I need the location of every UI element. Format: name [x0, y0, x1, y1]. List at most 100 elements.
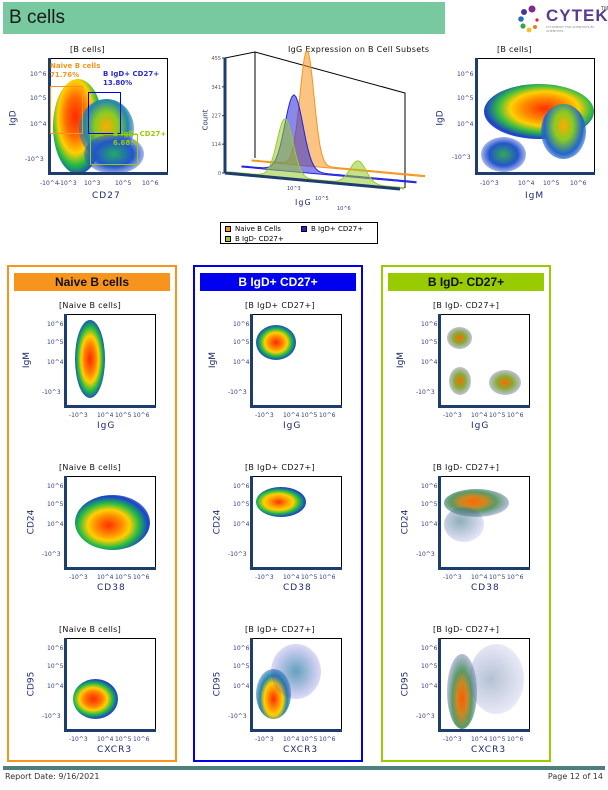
histogram-3d: 0 114 227 341 455 [211, 50, 425, 191]
subset-panel: B IgD- CD27+ [B IgD- CD27+] 10^6 10^5 10^4-… [381, 265, 551, 762]
x-tick: 10^6 [319, 412, 336, 419]
x-tick: 10^6 [570, 180, 587, 187]
y-tick-label: 0 [218, 171, 221, 177]
subset-plot: [B IgD- CD27+] 10^6 10^5 10^4 -10^3 -10^3 10^… [383, 621, 549, 771]
subset-plot: [B IgD- CD27+] 10^6 10^5 10^4 -10^3 -10^3 10^… [383, 459, 549, 609]
y-tick: 10^5 [233, 339, 250, 346]
y-tick-label: 455 [211, 56, 221, 62]
y-axis-label: CD24 [400, 509, 411, 535]
panel-header: B IgD+ CD27+ [200, 273, 356, 291]
y-axis [438, 476, 441, 570]
y-tick: 10^5 [47, 501, 64, 508]
x-tick: 10^5 [315, 196, 329, 202]
x-axis [250, 567, 342, 570]
plot-area [438, 314, 530, 406]
x-tick: -10^3 [443, 736, 462, 743]
x-tick: 10^5 [115, 412, 132, 419]
page-number: Page 12 of 14 [547, 772, 603, 781]
x-tick: 10^3 [84, 180, 101, 187]
y-axis-label: IgD [435, 110, 446, 126]
y-tick: 10^5 [30, 95, 47, 102]
gate-label-igd-neg: B IgD- CD27+ 6.68% [113, 130, 167, 147]
x-tick: 10^5 [543, 180, 560, 187]
x-tick: -10^3 [443, 574, 462, 581]
x-axis-label: CXCR3 [283, 745, 319, 755]
y-tick: 10^4 [233, 521, 250, 528]
x-tick: 10^6 [507, 736, 524, 743]
y-tick: 10^4 [421, 521, 438, 528]
y-tick: 10^6 [30, 71, 47, 78]
y-tick: -10^3 [228, 713, 247, 720]
x-axis [438, 729, 530, 732]
y-axis-label: CD95 [400, 671, 411, 697]
x-axis [64, 567, 156, 570]
y-axis [250, 314, 253, 408]
plot-title: [B cells] [497, 45, 532, 54]
x-axis-label: IgM [525, 191, 545, 201]
density-cluster [256, 325, 296, 360]
panel-header: Naive B cells [14, 273, 170, 291]
density-cluster [447, 327, 472, 349]
plot-title: [B cells] [70, 45, 105, 54]
y-axis-label: Count [201, 109, 210, 131]
density-cluster [469, 644, 524, 714]
y-axis-label: IgM [396, 351, 407, 369]
y-tick: 10^4 [421, 683, 438, 690]
legend-item: B IgD+ CD27+ [301, 225, 363, 233]
y-tick: 10^5 [233, 663, 250, 670]
subset-plot: [B IgD+ CD27+] 10^6 10^5 10^4 -10^3 -10^3 10^… [195, 297, 361, 447]
x-tick: 10^5 [115, 180, 132, 187]
x-tick: 10^5 [301, 736, 318, 743]
plot-title: [B IgD- CD27+] [433, 301, 500, 310]
x-tick: 10^4 [471, 736, 488, 743]
y-tick: 10^5 [47, 339, 64, 346]
y-axis-label: CD24 [26, 509, 37, 535]
plot-area [438, 638, 530, 730]
y-tick: 10^4 [47, 521, 64, 528]
x-tick: -10^3 [255, 574, 274, 581]
x-axis-label: IgG [283, 421, 302, 431]
y-axis-label: CD95 [212, 671, 223, 697]
y-tick-label: 114 [211, 142, 221, 148]
y-axis [475, 58, 478, 175]
legend-item: Naive B Cells [225, 225, 281, 233]
y-tick: 10^6 [233, 483, 250, 490]
y-tick: 10^6 [421, 483, 438, 490]
subset-plot: [B IgD- CD27+] 10^6 10^5 10^4 -10^3 -10^3 10^… [383, 297, 549, 447]
y-tick: 10^4 [30, 121, 47, 128]
y-tick: 10^5 [421, 339, 438, 346]
x-tick: -10^3 [255, 412, 274, 419]
x-tick: 10^5 [489, 412, 506, 419]
plot-title: IgG Expression on B Cell Subsets [288, 45, 430, 54]
plot-cd27-igd: [B cells] Naive B cells 71.76% B IgD+ CD2… [0, 38, 200, 208]
y-tick: -10^3 [228, 551, 247, 558]
x-tick: -10^3 [255, 736, 274, 743]
x-tick: 10^4 [283, 736, 300, 743]
y-tick: 10^4 [233, 683, 250, 690]
x-tick: 10^4 [471, 412, 488, 419]
gate-label-naive: Naive B cells 71.76% [50, 62, 101, 79]
y-axis [250, 476, 253, 570]
x-tick: 10^6 [319, 736, 336, 743]
logo-text: CYTEK [546, 6, 608, 25]
cytek-logo: CYTEK TM CYTOMETRY FOR SCIENTISTS BY SCI… [516, 4, 608, 34]
x-tick: -10^3 [58, 180, 77, 187]
y-tick: 10^6 [47, 483, 64, 490]
plot-igm-igd: [B cells] 10^6 10^5 10^4 -10^3 -10^3 10^… [430, 38, 608, 208]
x-axis-label: CD27 [92, 191, 121, 201]
subset-panel: B IgD+ CD27+ [B IgD+ CD27+] 10^6 10^5 10^4-… [193, 265, 363, 762]
plot-title: [B IgD- CD27+] [433, 625, 500, 634]
x-tick: 10^5 [489, 574, 506, 581]
y-tick: -10^3 [416, 713, 435, 720]
y-axis [64, 638, 67, 732]
y-tick-label: 341 [211, 85, 221, 91]
x-tick: 10^6 [133, 736, 150, 743]
x-tick: 10^4 [97, 574, 114, 581]
x-tick: -10^4 [40, 180, 59, 187]
subset-panel: Naive B cells [Naive B cells] 10^6 10^5 10^… [7, 265, 177, 762]
density-cluster [256, 487, 306, 517]
x-axis-label: IgG [97, 421, 116, 431]
x-axis [438, 567, 530, 570]
y-tick: 10^5 [457, 95, 474, 102]
density-cluster [75, 495, 150, 550]
